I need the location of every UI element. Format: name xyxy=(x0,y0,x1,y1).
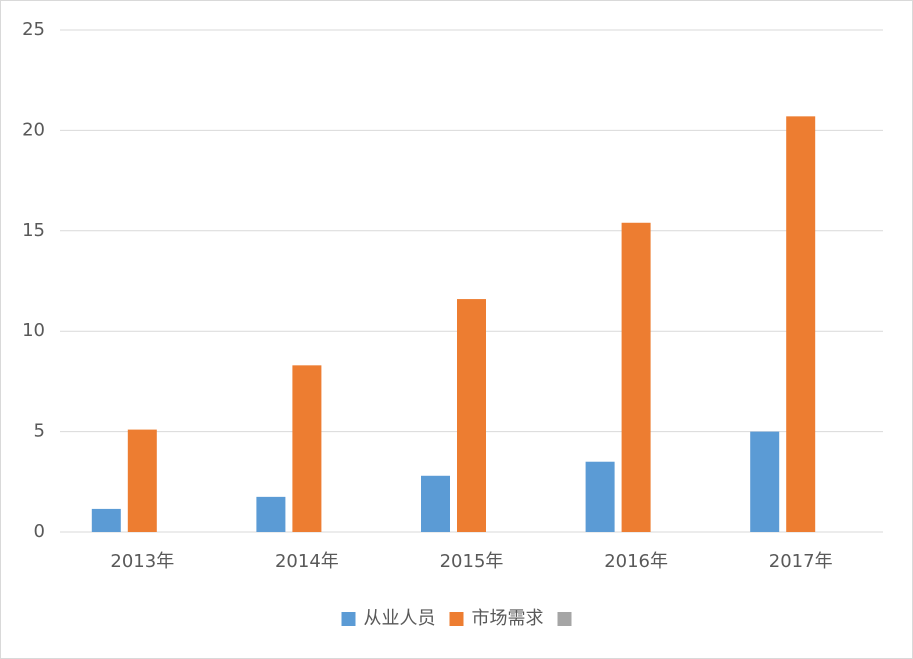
x-tick-label: 2015年 xyxy=(440,551,504,572)
legend-label: 从业人员 xyxy=(364,608,436,629)
y-tick-label: 10 xyxy=(22,320,45,341)
y-tick-label: 15 xyxy=(22,220,45,241)
x-tick-label: 2013年 xyxy=(110,551,174,572)
y-tick-label: 5 xyxy=(34,421,45,442)
legend-swatch xyxy=(341,612,356,626)
legend-label: 市场需求 xyxy=(472,608,544,629)
x-tick-label: 2014年 xyxy=(275,551,339,572)
y-tick-label: 0 xyxy=(34,521,45,542)
bar xyxy=(256,496,286,532)
legend-swatch xyxy=(449,612,464,626)
x-tick-label: 2017年 xyxy=(769,551,833,572)
bar xyxy=(621,222,651,532)
x-tick-label: 2016年 xyxy=(604,551,668,572)
bar xyxy=(127,429,157,532)
bar xyxy=(91,508,121,532)
bar xyxy=(457,299,486,532)
y-tick-label: 25 xyxy=(22,19,45,40)
bar xyxy=(421,475,450,532)
bar xyxy=(786,116,816,533)
bar xyxy=(292,365,322,532)
legend-swatch xyxy=(557,612,572,626)
bar xyxy=(750,431,780,532)
y-tick-label: 20 xyxy=(22,119,45,140)
bar xyxy=(585,461,615,532)
